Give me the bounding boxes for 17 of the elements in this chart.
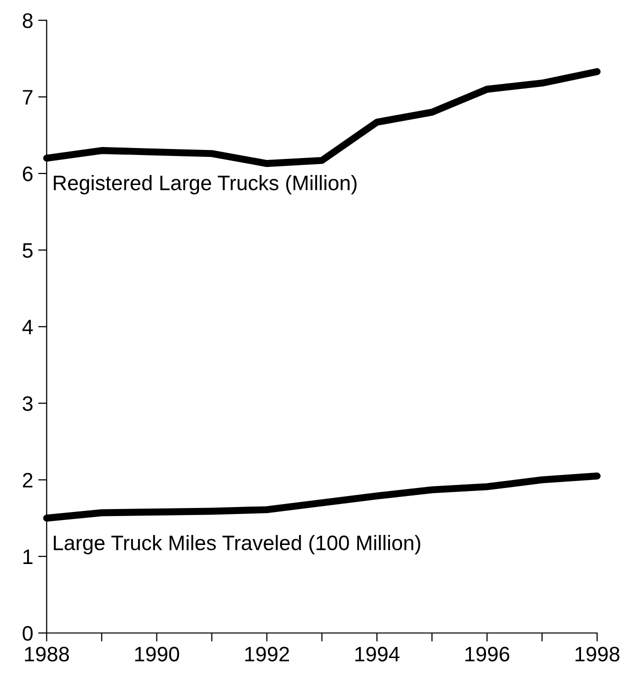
x-tick-label: 1994 [355,646,400,662]
y-tick-label: 2 [22,472,32,488]
x-tick-label: 1996 [465,646,510,662]
x-tick-label: 1992 [245,646,289,662]
y-tick-label: 6 [22,166,33,182]
y-tick-label: 5 [22,243,33,258]
series-label: Large Truck Miles Traveled (100 Million) [54,534,420,554]
x-tick-label: 1998 [576,646,620,662]
x-tick-label: 1988 [25,646,69,662]
y-tick-label: 0 [22,626,33,641]
y-tick-label: 3 [22,396,33,411]
y-tick-label: 4 [22,320,33,334]
x-tick-label: 1990 [135,646,180,662]
y-tick-label: 8 [22,13,33,28]
y-tick-label: 7 [22,90,32,104]
series-label: Registered Large Trucks (Million) [54,175,357,194]
y-tick-label: 1 [23,550,32,564]
